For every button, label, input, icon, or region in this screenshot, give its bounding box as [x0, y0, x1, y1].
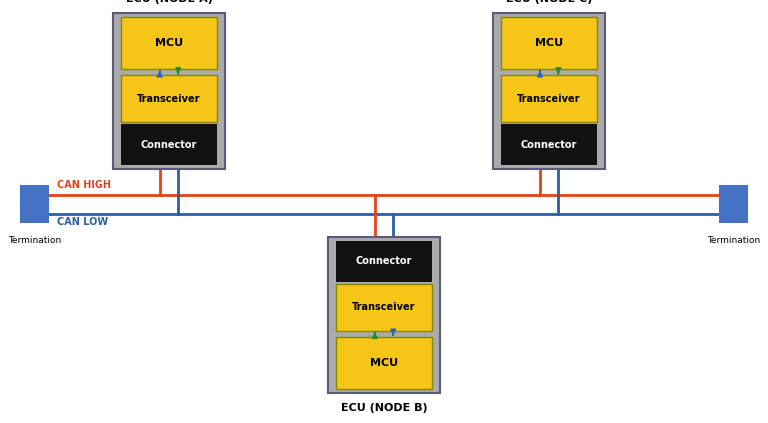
Bar: [336, 241, 432, 282]
Text: CAN LOW: CAN LOW: [57, 217, 108, 227]
Text: Transceiver: Transceiver: [353, 302, 415, 312]
Bar: [114, 13, 224, 169]
Text: ECU (NODE B): ECU (NODE B): [341, 403, 427, 413]
Text: CAN HIGH: CAN HIGH: [57, 179, 111, 190]
Text: MCU: MCU: [370, 358, 398, 368]
Text: Transceiver: Transceiver: [518, 94, 581, 104]
Text: MCU: MCU: [155, 38, 183, 48]
Text: Connector: Connector: [521, 140, 578, 150]
Bar: [329, 237, 439, 393]
Text: Connector: Connector: [356, 256, 412, 266]
Bar: [719, 185, 748, 223]
Text: MCU: MCU: [535, 38, 563, 48]
Text: Termination: Termination: [707, 236, 760, 245]
Bar: [501, 75, 598, 122]
Bar: [121, 75, 217, 122]
Text: ECU (NODE A): ECU (NODE A): [125, 0, 213, 4]
Text: Transceiver: Transceiver: [137, 94, 200, 104]
Bar: [121, 124, 217, 165]
Text: Connector: Connector: [141, 140, 197, 150]
Bar: [501, 17, 598, 69]
Bar: [336, 284, 432, 331]
Bar: [20, 185, 49, 223]
Bar: [121, 17, 217, 69]
Text: ECU (NODE C): ECU (NODE C): [506, 0, 592, 4]
Bar: [336, 337, 432, 389]
Bar: [501, 124, 598, 165]
Text: Termination: Termination: [8, 236, 61, 245]
Bar: [493, 13, 604, 169]
